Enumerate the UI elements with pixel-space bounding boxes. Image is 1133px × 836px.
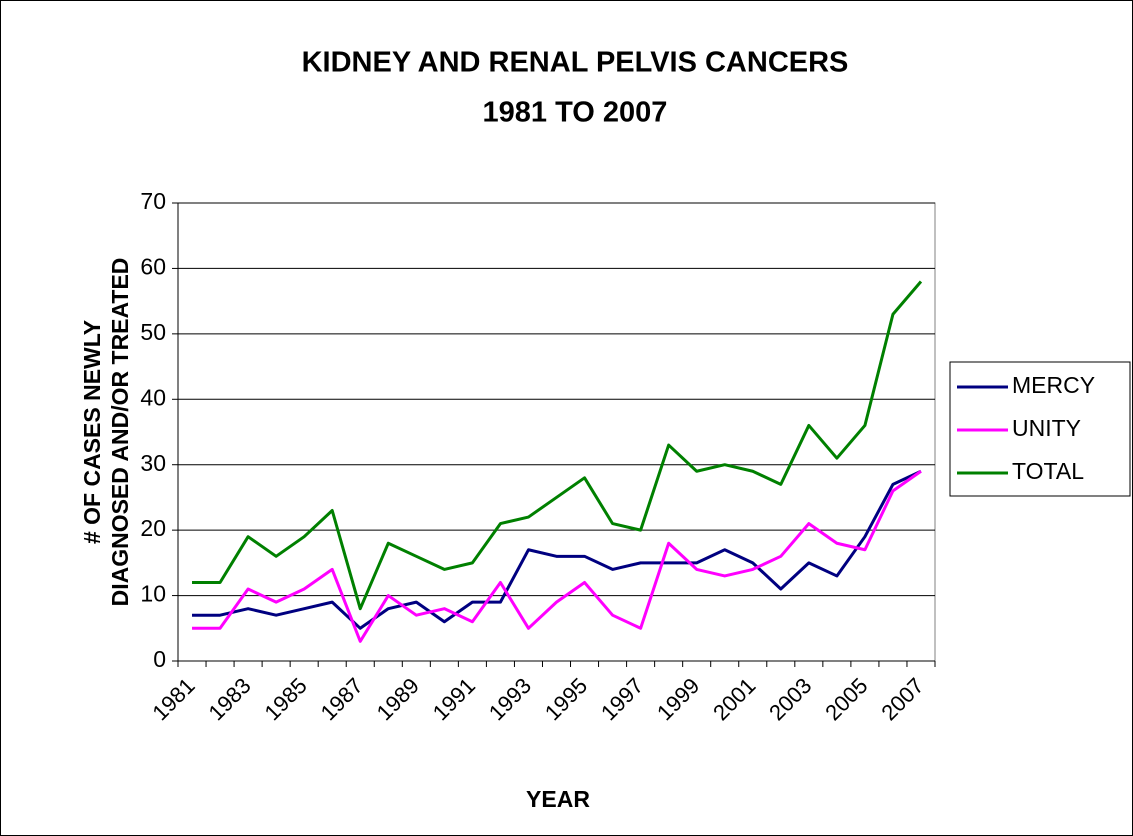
legend-label: UNITY [1012, 415, 1081, 441]
y-tick-label: 10 [140, 581, 166, 607]
y-tick-label: 30 [140, 450, 166, 476]
series-line [192, 469, 922, 630]
legend-label: MERCY [1012, 372, 1095, 398]
y-tick-label: 0 [153, 646, 166, 672]
y-tick-label: 70 [140, 188, 166, 214]
y-tick-label: 60 [140, 254, 166, 280]
plot-area [177, 202, 936, 662]
y-axis-label: DIAGNOSED AND/OR TREATED [107, 258, 133, 607]
x-axis-label: YEAR [526, 786, 590, 812]
y-axis-label: # OF CASES NEWLY [79, 320, 105, 544]
y-tick-label: 20 [140, 515, 166, 541]
legend-label: TOTAL [1012, 458, 1084, 484]
y-tick-label: 40 [140, 384, 166, 410]
y-tick-label: 50 [140, 319, 166, 345]
chart-subtitle: 1981 TO 2007 [483, 97, 668, 129]
series-line [192, 470, 922, 643]
series-line [192, 280, 923, 611]
chart-title: KIDNEY AND RENAL PELVIS CANCERS [302, 47, 849, 79]
